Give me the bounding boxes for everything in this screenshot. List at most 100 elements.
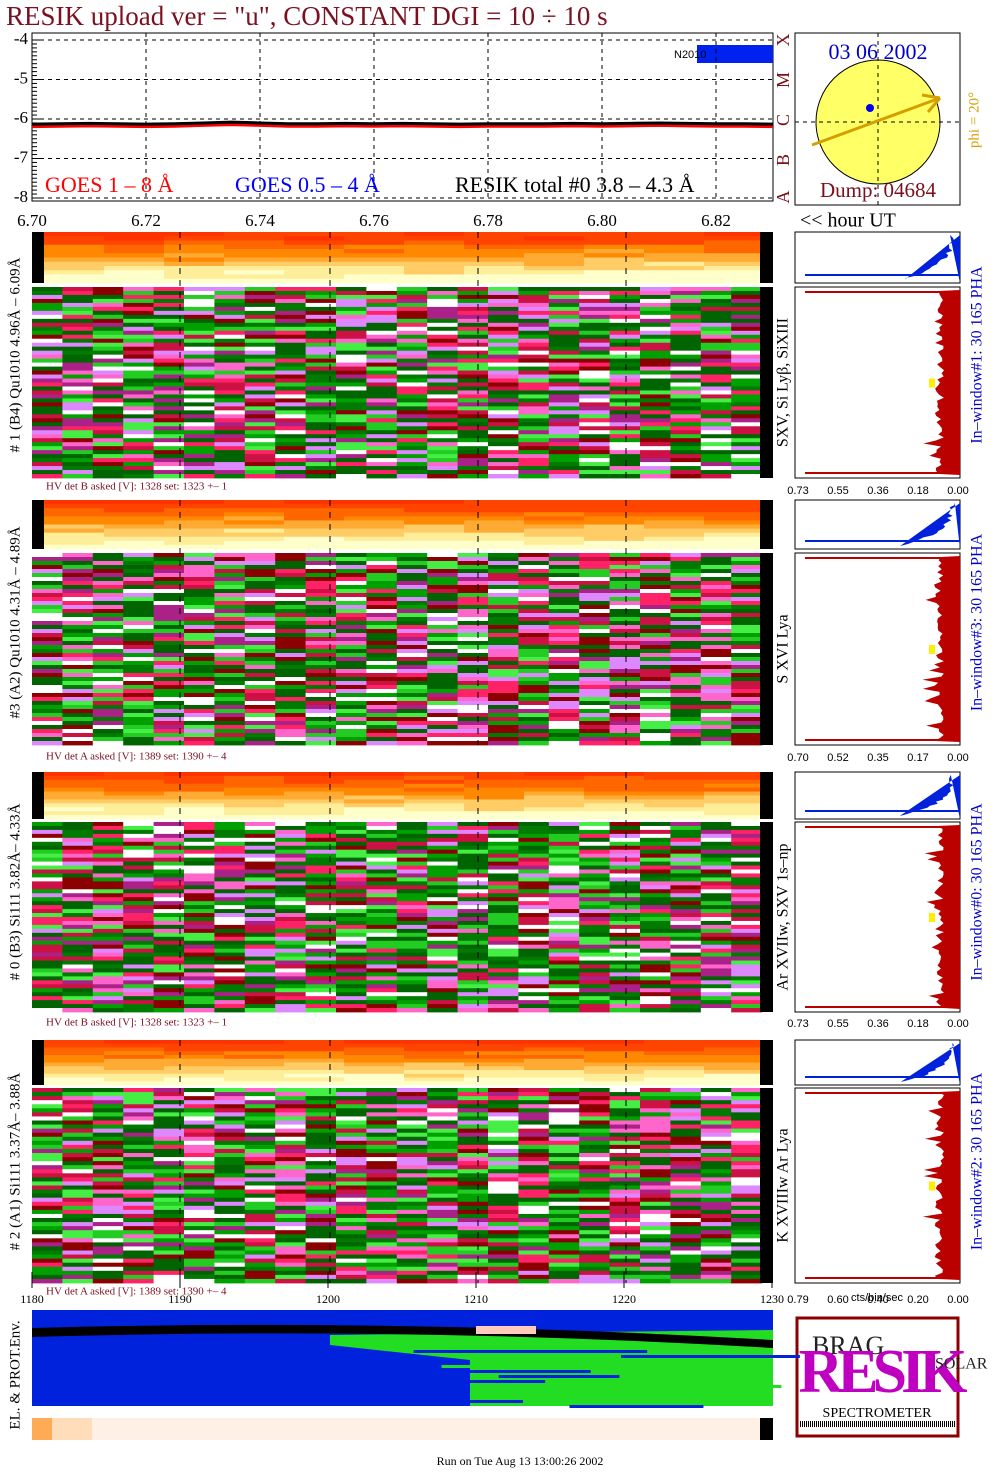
map-cell bbox=[92, 853, 124, 859]
strip-cell bbox=[344, 528, 405, 534]
map-cell bbox=[548, 334, 580, 340]
map-cell bbox=[427, 1213, 459, 1219]
map-cell bbox=[32, 709, 63, 714]
map-cell bbox=[488, 673, 519, 678]
map-cell bbox=[427, 398, 459, 403]
map-cell bbox=[275, 1100, 307, 1105]
map-cell bbox=[184, 561, 215, 566]
map-cell bbox=[457, 358, 489, 364]
map-cell bbox=[214, 334, 246, 340]
map-cell bbox=[244, 589, 276, 594]
map-cell bbox=[457, 825, 489, 831]
map-cell bbox=[336, 893, 367, 898]
map-cell bbox=[609, 932, 641, 938]
map-cell bbox=[700, 422, 732, 427]
map-cell bbox=[214, 901, 246, 906]
map-cell bbox=[457, 677, 489, 682]
map-cell bbox=[123, 649, 155, 654]
map-cell bbox=[32, 621, 63, 626]
strip-cell bbox=[464, 528, 525, 534]
strip-cell bbox=[344, 278, 405, 284]
map-cell bbox=[336, 741, 367, 746]
map-cell bbox=[184, 741, 215, 746]
map-cell bbox=[214, 741, 246, 746]
map-cell bbox=[609, 1185, 641, 1190]
map-cell bbox=[153, 1088, 185, 1093]
map-cell bbox=[700, 553, 732, 558]
strip-cell bbox=[404, 249, 465, 254]
map-cell bbox=[153, 382, 185, 387]
map-cell bbox=[488, 956, 519, 961]
map-cell bbox=[731, 661, 763, 666]
strip-cell bbox=[584, 1047, 645, 1052]
strip-edge bbox=[760, 772, 773, 819]
strip-cell bbox=[164, 1043, 225, 1048]
map-cell bbox=[518, 861, 550, 866]
map-cell bbox=[244, 298, 276, 304]
map-cell bbox=[579, 1213, 611, 1219]
map-cell bbox=[488, 909, 519, 914]
map-cell bbox=[92, 649, 124, 654]
map-cell bbox=[244, 378, 276, 383]
map-cell bbox=[670, 1165, 702, 1170]
map-cell bbox=[123, 287, 155, 292]
map-cell bbox=[609, 474, 641, 479]
map-cell bbox=[275, 581, 307, 586]
strip-cell bbox=[104, 775, 165, 781]
map-cell bbox=[275, 677, 307, 682]
map-cell bbox=[336, 354, 367, 360]
map-cell bbox=[214, 366, 246, 371]
map-cell bbox=[579, 1165, 611, 1170]
strip-cell bbox=[344, 811, 405, 816]
map-cell bbox=[579, 1153, 611, 1158]
map-cell bbox=[731, 1136, 763, 1142]
map-cell bbox=[548, 1092, 580, 1097]
strip-cell bbox=[44, 807, 105, 812]
map-cell bbox=[153, 693, 185, 698]
map-cell bbox=[214, 665, 246, 670]
logo-frame bbox=[795, 1316, 960, 1438]
map-cell bbox=[275, 822, 307, 827]
strip-cell bbox=[584, 1081, 645, 1086]
map-cell bbox=[184, 581, 215, 586]
strip-cell bbox=[524, 803, 585, 808]
strip-cell bbox=[704, 512, 765, 517]
map-cell bbox=[214, 382, 246, 387]
map-cell bbox=[700, 1004, 732, 1009]
map-cell bbox=[488, 1161, 519, 1166]
map-cell bbox=[275, 1136, 307, 1142]
map-cell bbox=[488, 342, 519, 348]
map-cell bbox=[579, 661, 611, 666]
map-cell bbox=[214, 913, 246, 918]
map-cell bbox=[670, 649, 702, 654]
map-cell bbox=[92, 869, 124, 874]
map-cell bbox=[548, 653, 580, 658]
strip-cell bbox=[524, 791, 585, 796]
strip-cell bbox=[704, 807, 765, 812]
map-cell bbox=[518, 956, 550, 961]
map-cell bbox=[609, 701, 641, 706]
map-cell bbox=[275, 629, 307, 634]
map-cell bbox=[92, 398, 124, 403]
map-cell bbox=[640, 382, 671, 387]
map-cell bbox=[396, 1112, 428, 1117]
map-cell bbox=[700, 1088, 732, 1093]
map-cell bbox=[700, 944, 732, 950]
strip-cell bbox=[284, 791, 345, 796]
strip-cell bbox=[224, 512, 285, 517]
strip-cell bbox=[524, 520, 585, 525]
map-cell bbox=[640, 873, 671, 878]
map-cell bbox=[366, 302, 398, 308]
map-cell bbox=[336, 287, 367, 292]
strip-cell bbox=[524, 540, 585, 546]
map-cell bbox=[153, 1128, 185, 1134]
map-cell bbox=[731, 932, 763, 938]
map-cell bbox=[305, 913, 337, 918]
map-cell bbox=[457, 701, 489, 706]
map-cell bbox=[700, 725, 732, 730]
map-cell bbox=[153, 677, 185, 682]
map-cell bbox=[184, 928, 215, 934]
map-cell bbox=[366, 1153, 398, 1158]
map-cell bbox=[366, 1201, 398, 1207]
map-cell bbox=[609, 984, 641, 989]
